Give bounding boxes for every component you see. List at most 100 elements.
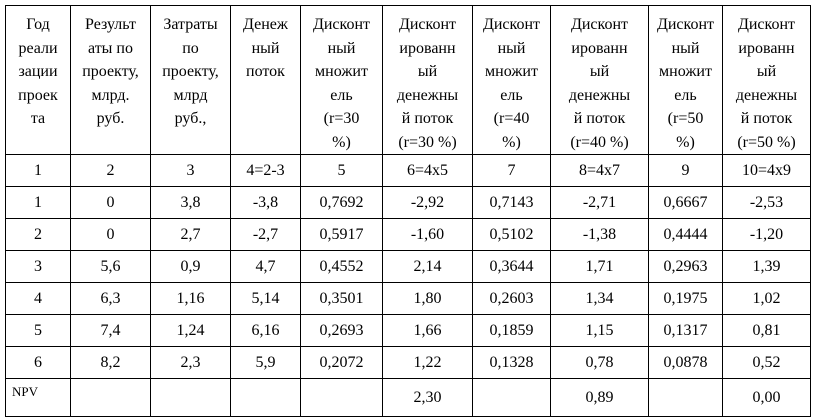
header-cell: Год реали зации проек та [5, 5, 71, 155]
header-line: Затраты [163, 16, 218, 33]
header-line: руб., [174, 110, 207, 127]
cell: 1 [5, 154, 71, 187]
cell: 0,5102 [472, 218, 551, 251]
cell: 5,6 [70, 250, 151, 283]
header-line: Результ [85, 16, 136, 33]
cell: -1,20 [722, 218, 811, 251]
cell: 1,39 [722, 250, 811, 283]
cell: 0,6667 [648, 186, 723, 219]
cell: 5,9 [230, 346, 301, 379]
header-line: ель [500, 86, 523, 104]
cell: 0,81 [722, 314, 811, 347]
cell: 0,4552 [300, 250, 383, 283]
cell: 0,9 [150, 250, 231, 283]
cell: -2,71 [550, 186, 649, 219]
cell [472, 378, 551, 417]
cell: 6=4x5 [382, 154, 473, 187]
header-line: ный [251, 39, 280, 57]
header-line: Дисконт [656, 16, 715, 33]
cell: 0 [70, 186, 151, 219]
cell: 0 [70, 218, 151, 251]
cell: 2 [70, 154, 151, 187]
cell: 5 [300, 154, 383, 187]
cell: -3,8 [230, 186, 301, 219]
header-cell: Денеж ный поток [230, 5, 301, 155]
cell: 9 [648, 154, 723, 187]
cell: 1,66 [382, 314, 473, 347]
cell: 1,24 [150, 314, 231, 347]
cell: 7 [472, 154, 551, 187]
cell: 2 [5, 218, 71, 251]
header-line: проекту, [82, 63, 139, 80]
cell: 0,0878 [648, 346, 723, 379]
cell: 2,30 [382, 378, 473, 417]
npv-table: Год реали зации проек та Результ аты по проекту… [5, 5, 811, 417]
cell: 6,16 [230, 314, 301, 347]
header-line: Дисконт [570, 16, 629, 33]
cell: -2,7 [230, 218, 301, 251]
cell: 0,52 [722, 346, 811, 379]
header-line: (r=40 [493, 110, 530, 127]
header-line: й поток [573, 110, 626, 127]
cell: 1 [5, 186, 71, 219]
header-line: та [30, 110, 46, 127]
header-line: (r=30 [323, 110, 360, 127]
cell: 4=2-3 [230, 154, 301, 187]
cell: 2,7 [150, 218, 231, 251]
cell: 4,7 [230, 250, 301, 283]
cell: 1,34 [550, 282, 649, 315]
cell: -1,38 [550, 218, 649, 251]
cell: 0,4444 [648, 218, 723, 251]
cell: 0,7692 [300, 186, 383, 219]
data-row: 6 8,2 2,3 5,9 0,2072 1,22 0,1328 0,78 0,0878 0,52 [5, 346, 811, 379]
cell: -2,53 [722, 186, 811, 219]
cell: 5,14 [230, 282, 301, 315]
header-line: Год [26, 16, 50, 33]
cell: 6,3 [70, 282, 151, 315]
header-cell: Дисконт ный множит ель (r=50%) [648, 5, 723, 155]
cell: 0,7143 [472, 186, 551, 219]
cell: 0,00 [722, 378, 811, 417]
header-line: Денеж [243, 16, 288, 33]
npv-row: NPV 2,30 0,89 0,00 [5, 378, 811, 417]
cell: 6 [5, 346, 71, 379]
header-cell: Затраты по проекту, млрд руб., [150, 5, 231, 155]
header-line: ель [330, 86, 353, 104]
data-row: 2 0 2,7 -2,7 0,5917 -1,60 0,5102 -1,38 0,4444 -1,… [5, 218, 811, 251]
header-line: (r=50 [667, 110, 704, 127]
cell [230, 378, 301, 417]
header-line: й поток [401, 110, 454, 127]
header-cell: Дисконт ированн ый денежны й поток (r=40 %) [550, 5, 649, 155]
data-row: 1 2 3 4=2-3 5 6=4x5 7 8=4x7 9 10=4x9 [5, 154, 811, 187]
cell: 1,22 [382, 346, 473, 379]
data-row: 1 0 3,8 -3,8 0,7692 -2,92 0,7143 -2,71 0,6667 -2,… [5, 186, 811, 219]
header-line: проекту, [162, 63, 219, 80]
header-line: ный [671, 39, 700, 57]
cell: 5 [5, 314, 71, 347]
header-line: денежны [735, 86, 798, 104]
header-line: %) [676, 133, 695, 151]
header-line: по [182, 39, 199, 57]
header-line: множит [659, 63, 712, 80]
cell [648, 378, 723, 417]
cell: 3 [5, 250, 71, 283]
data-row: 3 5,6 0,9 4,7 0,4552 2,14 0,3644 1,71 0,2963 1,39 [5, 250, 811, 283]
header-line: поток [246, 63, 285, 80]
cell [70, 378, 151, 417]
header-line: ый [417, 63, 438, 80]
header-line: %) [332, 133, 351, 151]
cell: 0,1328 [472, 346, 551, 379]
header-line: (r=50 %) [737, 133, 796, 151]
cell: 0,1975 [648, 282, 723, 315]
header-line: множит [485, 63, 538, 80]
cell: 0,5917 [300, 218, 383, 251]
header-line: зации [18, 63, 58, 80]
cell: 1,15 [550, 314, 649, 347]
header-line: Дисконт [398, 16, 457, 33]
header-line: проек [18, 86, 58, 104]
header-cell: Дисконт ированн ый денежны й поток (r=50 %) [722, 5, 811, 155]
header-line: Дисконт [737, 16, 796, 33]
header-row: Год реали зации проек та Результ аты по проекту… [5, 5, 811, 155]
header-line: аты по [88, 39, 133, 57]
